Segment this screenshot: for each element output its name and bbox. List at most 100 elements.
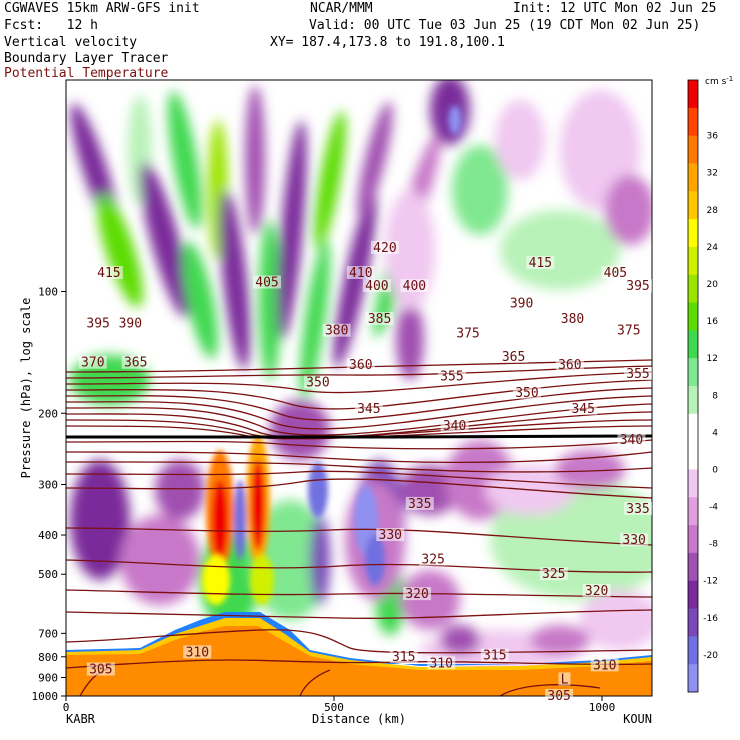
isentrope-label: 310 xyxy=(429,656,452,671)
isentrope-label: 355 xyxy=(440,369,463,384)
colorbar-swatch xyxy=(688,469,698,498)
left-endpoint-label: KABR xyxy=(66,712,96,726)
y-axis-title: Pressure (hPa), log scale xyxy=(19,298,33,479)
isentrope-label: 325 xyxy=(421,553,444,568)
isentrope-label-bg xyxy=(624,502,652,516)
isentrope-label: 380 xyxy=(561,312,584,327)
colorbar-swatch xyxy=(688,135,698,164)
isentrope-label-bg xyxy=(454,326,482,340)
colorbar-units: cm s-1 xyxy=(705,75,733,87)
colorbar-label: -8 xyxy=(709,540,718,550)
isentrope-label: 330 xyxy=(622,533,645,548)
terrain xyxy=(66,626,652,696)
isentrope-label: 375 xyxy=(617,324,640,339)
isentrope-label-bg xyxy=(601,265,630,279)
isentrope-label: 395 xyxy=(626,279,649,294)
y-axis: 1000 900 800 700 500 400 300 200 100 xyxy=(32,286,66,703)
model-title: CGWAVES 15km ARW-GFS init xyxy=(4,1,200,16)
isentrope-label: 330 xyxy=(379,528,402,543)
colorbar-swatch xyxy=(688,107,698,137)
forecast-hour: Fcst: 12 h xyxy=(4,18,98,33)
colorbar-swatch xyxy=(688,580,698,610)
colorbar: cm s-1 36 32 28 24 20 16 12 8 4 0 -4 -8 -12 -16 -20 xyxy=(687,75,733,693)
isentrope-label-bg xyxy=(617,433,646,447)
isentrope-label-bg xyxy=(545,689,574,702)
y-tick-label: 800 xyxy=(38,651,58,664)
isentrope-label-bg xyxy=(403,587,432,601)
colorbar-label: 24 xyxy=(707,243,719,253)
y-tick-label: 500 xyxy=(38,568,58,581)
isentrope-label: 350 xyxy=(515,386,538,401)
isentrope-label: 340 xyxy=(443,419,466,434)
isentrope-label: 335 xyxy=(626,502,649,517)
isentrope-label-bg xyxy=(362,279,391,293)
isentrope-label: 365 xyxy=(124,356,147,371)
isentrope-label-bg xyxy=(624,367,652,381)
isentrope-label-bg xyxy=(389,649,418,663)
plot-frame xyxy=(65,79,653,697)
isentrope-label-bg xyxy=(116,316,145,330)
colorbar-label: -12 xyxy=(703,577,718,587)
x-tick-label: 1000 xyxy=(589,701,616,714)
isentrope-label: 385 xyxy=(368,312,391,327)
isentrope-label: 310 xyxy=(593,658,616,673)
colorbar-swatch xyxy=(688,358,698,387)
field-boundary-layer-tracer: Boundary Layer Tracer xyxy=(4,51,169,66)
colorbar-label: 16 xyxy=(707,317,719,327)
isentrope-label: 380 xyxy=(325,324,348,339)
colorbar-label: 20 xyxy=(707,280,719,290)
isentrope-label-bg xyxy=(78,355,107,369)
isentrope-label-bg xyxy=(558,312,587,326)
isentrope-label: 305 xyxy=(89,663,112,678)
y-tick-label: 700 xyxy=(38,627,58,640)
y-tick-label: 1000 xyxy=(32,690,59,703)
field-potential-temperature: Potential Temperature xyxy=(4,66,169,81)
isentrope-label: 365 xyxy=(502,350,525,365)
isentrope-label: 320 xyxy=(405,587,428,602)
colorbar-label: 4 xyxy=(712,428,718,438)
isentrope-label-bg xyxy=(437,369,466,383)
isentrope-label-bg xyxy=(183,645,212,659)
colorbar-swatch xyxy=(688,246,698,276)
y-tick-label: 100 xyxy=(38,286,58,299)
right-endpoint-label: KOUN xyxy=(623,712,652,726)
isentrope-label-bg xyxy=(624,279,652,293)
isentrope-label: 360 xyxy=(558,358,581,373)
isentrope-label: 335 xyxy=(408,497,431,512)
isentrope-label-bg xyxy=(526,255,555,269)
x-tick-label: 500 xyxy=(324,701,344,714)
y-tick-label: 400 xyxy=(38,529,58,542)
field-vertical-velocity: Vertical velocity xyxy=(4,35,138,50)
isentrope-label: 370 xyxy=(81,356,104,371)
colorbar-swatch xyxy=(688,441,698,470)
y-tick-label: 200 xyxy=(38,407,58,420)
colorbar-swatch xyxy=(688,525,698,554)
isentrope-label: 320 xyxy=(585,584,608,599)
isentrope-label-bg xyxy=(582,583,611,597)
colorbar-swatch xyxy=(688,664,698,693)
colorbar-swatch xyxy=(688,302,698,331)
isentrope-label: 315 xyxy=(483,649,506,664)
colorbar-label: 12 xyxy=(707,354,718,364)
isentrope-label-bg xyxy=(614,323,643,337)
valid-time: Valid: 00 UTC Tue 03 Jun 25 (19 CDT Mon … xyxy=(309,18,701,33)
isentrope-label-bg xyxy=(590,658,619,672)
colorbar-label: -4 xyxy=(709,503,718,513)
isentrope-label-bg xyxy=(405,496,434,510)
colorbar-swatch xyxy=(688,497,698,526)
isentrope-label: 345 xyxy=(357,402,380,417)
isentrope-label: 355 xyxy=(626,367,649,382)
isentrope-label: 350 xyxy=(306,376,329,391)
isentrope-label-bg xyxy=(440,418,469,432)
x-tick-label: 0 xyxy=(63,701,70,714)
x-axis: 0 500 1000 xyxy=(63,696,616,714)
isentrope-label: 415 xyxy=(529,256,552,271)
colorbar-frame xyxy=(687,79,699,693)
colorbar-swatch xyxy=(688,163,698,192)
isentrope-label-bg xyxy=(253,275,281,289)
colorbar-label: -20 xyxy=(703,651,718,661)
isentrope-label-bg xyxy=(419,552,448,566)
colorbar-label: 8 xyxy=(712,391,718,401)
